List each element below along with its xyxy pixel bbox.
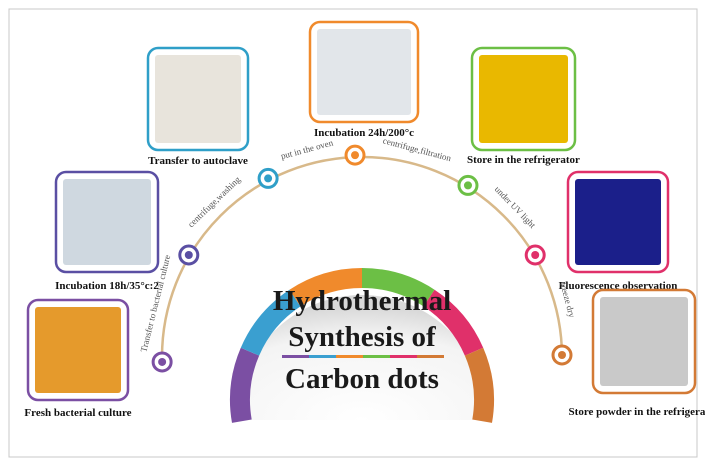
step-dot [463, 181, 472, 190]
step-dot [531, 251, 540, 259]
node-label: Transfer to autoclave [148, 155, 248, 167]
title-line: Carbon dots [285, 363, 439, 395]
node-label: Store powder in the refrigerator [569, 406, 705, 418]
step-dot [351, 151, 360, 160]
photo [479, 55, 568, 143]
photo [600, 297, 688, 386]
node-label: Fresh bacterial culture [24, 407, 131, 419]
edge-label: put in the oven [280, 137, 335, 161]
step-dot [558, 351, 566, 359]
title-underline [282, 355, 309, 358]
edge-label: under UV light [493, 184, 538, 230]
center-title: Hydrothermal Synthesis of Carbon dots [273, 285, 451, 395]
title-underline [363, 355, 390, 358]
photo [63, 179, 151, 265]
title-underline [390, 355, 417, 358]
title-underline [336, 355, 363, 358]
ring-segment [464, 347, 494, 423]
title-line: Synthesis of [288, 321, 436, 353]
ring-segment [362, 268, 435, 307]
title-line: Hydrothermal [273, 285, 451, 317]
step-dot [264, 174, 273, 183]
color-ring [230, 268, 494, 423]
node-label: Store in the refrigerator [467, 154, 580, 166]
photo [317, 29, 411, 115]
ring-segment [423, 289, 484, 356]
node-label: Incubation 18h/35°c:2 [55, 280, 159, 292]
step-dot [184, 251, 193, 259]
frame [8, 8, 698, 458]
ring-segment [230, 347, 260, 423]
photo [35, 307, 121, 393]
node-label: Incubation 24h/200°c [314, 127, 414, 139]
photo [155, 55, 241, 143]
ring-segment [289, 268, 362, 307]
ring-segment [240, 289, 301, 356]
title-underline [309, 355, 336, 358]
title-underline [417, 355, 444, 358]
nodes: Fresh bacterial culture Incubation 18h/35… [24, 20, 705, 419]
step-dot [158, 357, 167, 366]
photo [575, 179, 661, 265]
